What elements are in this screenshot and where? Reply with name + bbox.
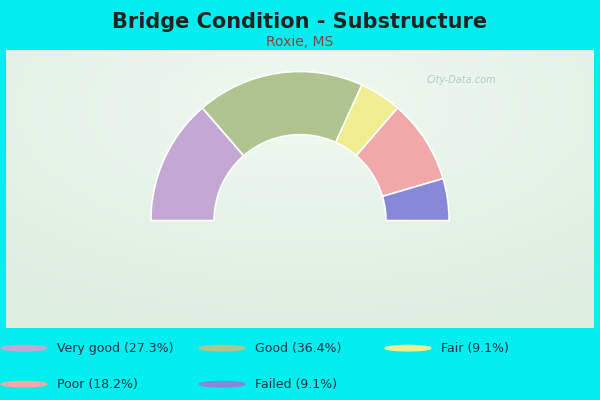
Text: Very good (27.3%): Very good (27.3%) <box>57 342 173 355</box>
Wedge shape <box>356 108 443 196</box>
Wedge shape <box>202 72 362 156</box>
Wedge shape <box>151 108 244 220</box>
Circle shape <box>385 346 431 351</box>
Text: Bridge Condition - Substructure: Bridge Condition - Substructure <box>112 12 488 32</box>
Circle shape <box>199 346 245 351</box>
Circle shape <box>1 346 47 351</box>
Text: Failed (9.1%): Failed (9.1%) <box>255 378 337 391</box>
Text: Good (36.4%): Good (36.4%) <box>255 342 341 355</box>
Text: Roxie, MS: Roxie, MS <box>266 35 334 49</box>
Wedge shape <box>335 85 398 156</box>
Circle shape <box>1 382 47 387</box>
Text: City-Data.com: City-Data.com <box>426 75 496 85</box>
Text: Fair (9.1%): Fair (9.1%) <box>441 342 509 355</box>
Wedge shape <box>382 178 449 220</box>
Circle shape <box>199 382 245 387</box>
Text: Poor (18.2%): Poor (18.2%) <box>57 378 138 391</box>
